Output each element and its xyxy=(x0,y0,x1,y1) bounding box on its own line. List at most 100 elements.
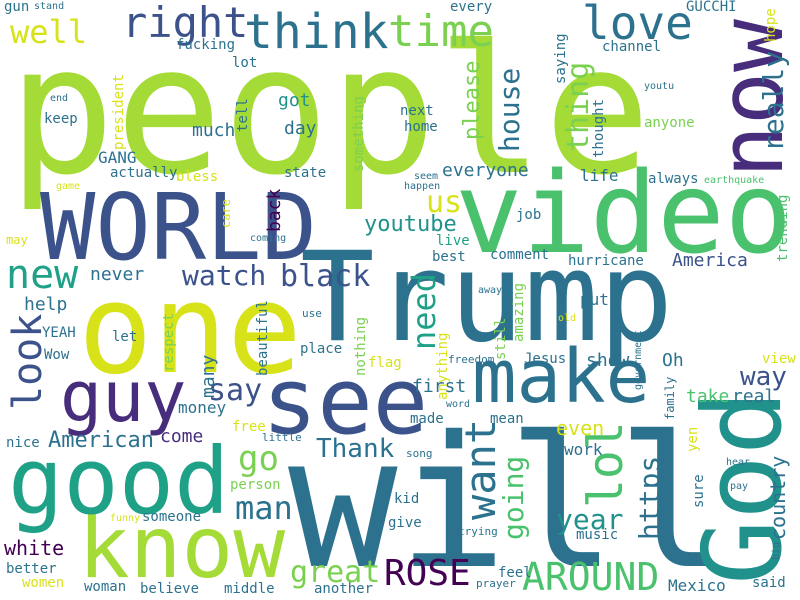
word-stand: stand xyxy=(34,1,65,12)
word-freedom: freedom xyxy=(448,353,495,366)
word-rose: ROSE xyxy=(384,553,471,594)
word-america: America xyxy=(672,250,748,271)
word-see: see xyxy=(262,348,429,455)
word-game: game xyxy=(56,181,81,192)
word-hear: hear xyxy=(726,457,751,468)
word-really: really xyxy=(757,50,790,152)
word-everyone: everyone xyxy=(442,160,529,181)
word-every: every xyxy=(450,0,493,15)
word-away: away xyxy=(478,285,503,296)
word-way: way xyxy=(740,362,787,392)
word-real: real xyxy=(732,386,776,407)
word-woman: woman xyxy=(84,579,127,595)
word-please: please xyxy=(460,60,485,140)
word-american: American xyxy=(48,428,154,453)
word-believe: believe xyxy=(140,581,200,597)
word-flag: flag xyxy=(368,355,402,371)
word-lot: lot xyxy=(232,55,258,71)
word-love: love xyxy=(582,0,693,50)
word-youtu: youtu xyxy=(644,81,675,92)
word-video: video xyxy=(455,149,793,279)
word-yeah: YEAH xyxy=(42,325,76,341)
word-show: show xyxy=(586,350,630,371)
word-white: white xyxy=(4,536,65,560)
word-gang: GANG xyxy=(98,148,137,167)
word-day: day xyxy=(284,118,317,139)
word-life: life xyxy=(580,166,619,185)
word-gucchi: GUCCHI xyxy=(686,0,737,15)
word-use: use xyxy=(302,307,322,320)
word-work: work xyxy=(564,440,603,459)
word-let: let xyxy=(112,329,138,345)
word-man: man xyxy=(235,489,293,527)
word-family: family xyxy=(663,376,677,420)
word-another: another xyxy=(314,581,374,597)
word-pay: pay xyxy=(730,481,749,492)
word-many: many xyxy=(198,354,219,398)
word-first: first xyxy=(412,376,467,397)
word-tell: tell xyxy=(235,98,251,132)
word-actually: actually xyxy=(110,165,178,181)
word-trying: trying xyxy=(458,525,498,538)
word-right: right xyxy=(122,0,249,47)
word-put: put xyxy=(580,290,609,309)
word-care: care xyxy=(219,199,233,228)
word-earthquake: earthquake xyxy=(704,175,765,186)
word-sure: sure xyxy=(691,474,707,508)
word-best: best xyxy=(432,249,466,265)
word-person: person xyxy=(230,477,281,493)
word-anyone: anyone xyxy=(644,115,695,131)
word-state: state xyxy=(284,165,327,181)
word-think: think xyxy=(244,4,389,60)
word-government: government xyxy=(633,329,644,390)
word-channel: channel xyxy=(602,39,662,55)
word-world: WORLD xyxy=(40,174,317,281)
word-back: back xyxy=(264,188,285,232)
word-wow: Wow xyxy=(44,347,70,363)
word-jesus: Jesus xyxy=(524,351,567,367)
word-nothing: nothing xyxy=(353,316,369,376)
word-happen: happen xyxy=(404,181,441,192)
word-funny: funny xyxy=(110,513,141,524)
word-made: made xyxy=(410,411,444,427)
word-music: music xyxy=(576,527,619,543)
word-guy: guy xyxy=(60,356,187,438)
word-black: black xyxy=(280,259,371,294)
word-big: big xyxy=(771,541,782,560)
word-much: much xyxy=(192,120,236,141)
word-hope: hope xyxy=(763,8,779,42)
word-amazing: amazing xyxy=(511,282,527,342)
word-take: take xyxy=(686,386,730,407)
word-new: new xyxy=(6,252,79,298)
word-nice: nice xyxy=(6,435,40,451)
word-help: help xyxy=(24,294,68,315)
word-come: come xyxy=(160,426,204,447)
word-mexico: Mexico xyxy=(668,576,726,595)
word-word: word xyxy=(446,399,471,410)
word-house: house xyxy=(493,67,526,152)
word-always: always xyxy=(648,171,699,187)
word-free: free xyxy=(232,419,266,435)
word-youtube: youtube xyxy=(364,212,457,237)
word-say: say xyxy=(208,373,263,408)
word-bless: bless xyxy=(176,169,219,185)
word-one: one xyxy=(78,258,302,402)
word-someone: someone xyxy=(142,509,202,525)
word-year: year xyxy=(556,503,624,536)
word-want: want xyxy=(456,418,505,520)
word-seem: seem xyxy=(414,171,439,182)
word-got: got xyxy=(278,90,311,111)
word-little: little xyxy=(262,431,302,444)
word-kid: kid xyxy=(394,491,420,507)
word-home: home xyxy=(404,119,438,135)
word-middle: middle xyxy=(224,581,275,597)
word-women: women xyxy=(22,575,65,591)
word-us: us xyxy=(426,185,463,220)
word-people: people xyxy=(8,7,651,214)
word-around: AROUND xyxy=(522,555,660,599)
word-country: country xyxy=(766,455,790,540)
word-saying: saying xyxy=(553,33,569,84)
word-will: will xyxy=(288,397,727,600)
word-thought: thought xyxy=(591,98,607,158)
